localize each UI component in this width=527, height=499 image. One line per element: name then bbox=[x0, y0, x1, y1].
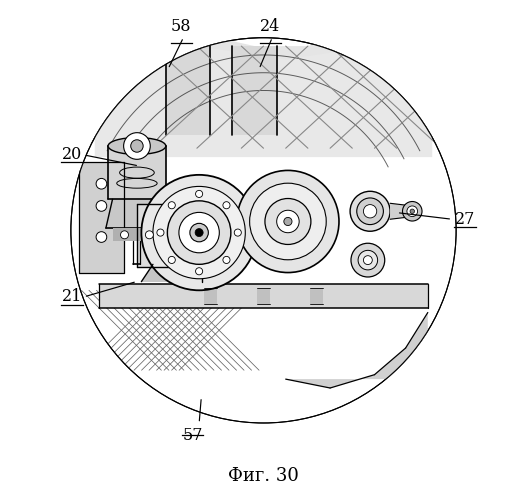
Circle shape bbox=[153, 187, 245, 279]
Circle shape bbox=[131, 140, 143, 152]
Circle shape bbox=[223, 202, 230, 209]
Circle shape bbox=[157, 229, 164, 236]
Circle shape bbox=[190, 224, 208, 242]
Text: 57: 57 bbox=[182, 427, 203, 444]
Circle shape bbox=[168, 256, 175, 263]
Circle shape bbox=[351, 243, 385, 277]
Circle shape bbox=[410, 209, 414, 214]
Circle shape bbox=[196, 190, 203, 198]
Polygon shape bbox=[203, 288, 217, 303]
Polygon shape bbox=[141, 264, 202, 281]
Text: 58: 58 bbox=[171, 18, 192, 35]
Circle shape bbox=[403, 202, 422, 221]
Circle shape bbox=[96, 201, 107, 211]
Polygon shape bbox=[166, 46, 210, 135]
Circle shape bbox=[358, 250, 378, 270]
Circle shape bbox=[284, 218, 292, 226]
Polygon shape bbox=[106, 199, 168, 228]
Circle shape bbox=[96, 179, 107, 189]
Text: 21: 21 bbox=[62, 288, 82, 305]
Polygon shape bbox=[113, 228, 161, 242]
Circle shape bbox=[357, 198, 384, 225]
Polygon shape bbox=[257, 288, 270, 303]
Polygon shape bbox=[310, 288, 324, 303]
Circle shape bbox=[196, 267, 203, 275]
Text: 24: 24 bbox=[260, 18, 280, 35]
Circle shape bbox=[223, 256, 230, 263]
Circle shape bbox=[195, 229, 203, 237]
Circle shape bbox=[179, 213, 219, 253]
Text: 20: 20 bbox=[62, 146, 82, 163]
Circle shape bbox=[121, 231, 129, 239]
Ellipse shape bbox=[108, 138, 166, 154]
Circle shape bbox=[168, 202, 175, 209]
Circle shape bbox=[250, 183, 326, 260]
Text: Фиг. 30: Фиг. 30 bbox=[228, 467, 299, 485]
Polygon shape bbox=[95, 46, 432, 157]
Circle shape bbox=[237, 171, 339, 272]
Polygon shape bbox=[79, 162, 124, 272]
Circle shape bbox=[407, 206, 417, 217]
Polygon shape bbox=[390, 203, 412, 219]
Circle shape bbox=[96, 232, 107, 243]
Polygon shape bbox=[232, 46, 277, 135]
Polygon shape bbox=[99, 283, 428, 308]
Polygon shape bbox=[108, 146, 166, 199]
Polygon shape bbox=[86, 28, 441, 82]
Circle shape bbox=[141, 175, 257, 290]
Circle shape bbox=[124, 133, 150, 159]
Circle shape bbox=[70, 37, 457, 424]
Circle shape bbox=[234, 229, 241, 236]
Circle shape bbox=[265, 199, 311, 245]
Text: 27: 27 bbox=[454, 211, 475, 228]
Circle shape bbox=[364, 255, 372, 264]
Polygon shape bbox=[286, 312, 428, 388]
Circle shape bbox=[168, 201, 231, 264]
Circle shape bbox=[277, 210, 299, 233]
Circle shape bbox=[364, 205, 377, 218]
Polygon shape bbox=[137, 204, 193, 267]
Circle shape bbox=[145, 231, 153, 239]
Circle shape bbox=[350, 191, 390, 231]
